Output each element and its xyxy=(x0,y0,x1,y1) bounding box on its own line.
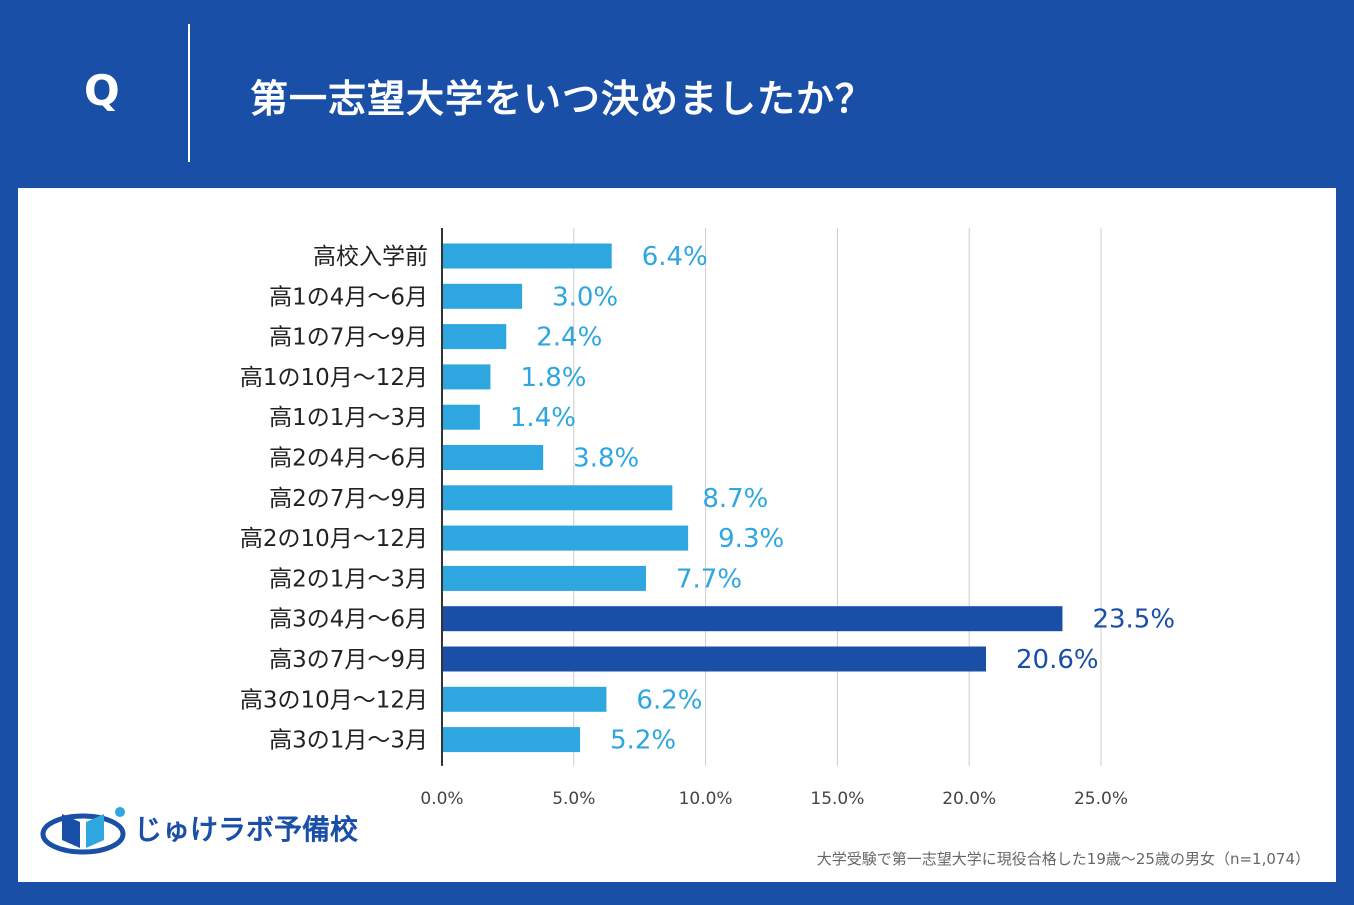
x-tick-label: 25.0% xyxy=(1074,789,1128,809)
chart-panel: 0.0% 5.0% 10.0% 15.0% 20.0% 25.0% 高校入学前 6.4% 高1の… xyxy=(18,188,1336,882)
category-label: 高2の7月〜9月 xyxy=(269,486,428,512)
data-label: 6.4% xyxy=(642,242,708,272)
bar xyxy=(443,646,987,672)
category-label: 高3の1月〜3月 xyxy=(269,728,428,754)
bar xyxy=(443,445,544,470)
x-tick-label: 15.0% xyxy=(810,789,864,809)
bar xyxy=(443,364,491,390)
category-label: 高2の4月〜6月 xyxy=(269,446,428,472)
data-label: 2.4% xyxy=(536,323,602,353)
x-tick-label: 10.0% xyxy=(679,789,733,809)
logo: じゅけラボ予備校 xyxy=(40,800,358,856)
x-tick-label: 20.0% xyxy=(942,789,996,809)
category-label: 高1の1月〜3月 xyxy=(269,405,428,431)
footnote: 大学受験で第一志望大学に現役合格した19歳〜25歳の男女（n=1,074） xyxy=(816,850,1310,868)
category-label: 高3の7月〜9月 xyxy=(269,647,428,673)
data-label: 5.2% xyxy=(610,726,676,756)
data-label: 8.7% xyxy=(702,484,768,514)
header-divider xyxy=(188,24,190,162)
data-label: 6.2% xyxy=(636,685,702,715)
data-label: 20.6% xyxy=(1016,645,1099,675)
bar xyxy=(443,404,480,430)
category-label: 高1の10月〜12月 xyxy=(240,365,428,391)
bar xyxy=(443,324,507,350)
bar xyxy=(443,727,581,753)
x-tick-label: 5.0% xyxy=(552,789,595,809)
bar-chart: 0.0% 5.0% 10.0% 15.0% 20.0% 25.0% 高校入学前 6.4% 高1の… xyxy=(240,228,1175,809)
bar xyxy=(443,283,523,309)
data-label: 3.0% xyxy=(552,282,618,312)
category-label: 高2の1月〜3月 xyxy=(269,566,428,592)
category-label: 高3の10月〜12月 xyxy=(240,687,428,713)
data-label: 1.4% xyxy=(510,403,576,433)
bar xyxy=(443,485,673,511)
bar xyxy=(443,243,612,269)
bar xyxy=(443,565,646,591)
logo-text: じゅけラボ予備校 xyxy=(134,813,359,846)
category-label: 高1の7月〜9月 xyxy=(269,325,428,351)
bar xyxy=(443,525,689,551)
bar xyxy=(443,606,1063,632)
data-label: 7.7% xyxy=(676,564,742,594)
book-logo-icon xyxy=(40,807,126,855)
category-label: 高2の10月〜12月 xyxy=(240,526,428,552)
category-label: 高1の4月〜6月 xyxy=(269,284,428,310)
data-label: 23.5% xyxy=(1092,605,1175,635)
category-label: 高校入学前 xyxy=(313,244,428,270)
data-label: 1.8% xyxy=(520,363,586,393)
data-label: 9.3% xyxy=(718,524,784,554)
data-label: 3.8% xyxy=(573,444,639,474)
category-label: 高3の4月〜6月 xyxy=(269,607,428,633)
x-tick-label: 0.0% xyxy=(420,789,463,809)
bar xyxy=(443,686,607,712)
page-title: 第一志望大学をいつ決めましたか？ xyxy=(250,77,875,121)
question-label: Q xyxy=(84,66,120,115)
